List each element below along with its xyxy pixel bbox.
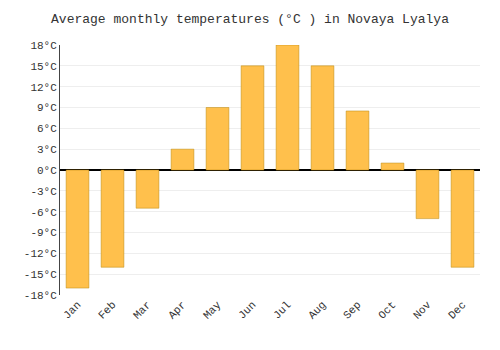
svg-text:-18°C: -18°C — [24, 290, 57, 302]
svg-text:-3°C: -3°C — [30, 186, 57, 198]
svg-text:Dec: Dec — [446, 299, 468, 321]
svg-text:Aug: Aug — [306, 299, 328, 321]
svg-text:Average monthly temperatures (: Average monthly temperatures (°C ) in No… — [51, 12, 449, 27]
svg-text:Nov: Nov — [411, 299, 434, 322]
svg-text:Apr: Apr — [166, 299, 188, 321]
svg-text:Mar: Mar — [131, 299, 153, 321]
svg-text:9°C: 9°C — [37, 102, 57, 114]
svg-text:6°C: 6°C — [37, 123, 57, 135]
svg-text:15°C: 15°C — [30, 61, 57, 73]
svg-text:Oct: Oct — [376, 299, 398, 321]
svg-text:Sep: Sep — [341, 299, 363, 321]
svg-text:Jun: Jun — [236, 299, 258, 321]
svg-text:Jul: Jul — [271, 299, 293, 321]
svg-text:0°C: 0°C — [37, 165, 57, 177]
svg-text:12°C: 12°C — [30, 82, 57, 94]
svg-text:-9°C: -9°C — [30, 227, 57, 239]
svg-text:Feb: Feb — [96, 299, 118, 321]
svg-text:18°C: 18°C — [30, 40, 57, 52]
svg-text:-12°C: -12°C — [24, 248, 57, 260]
svg-text:Jan: Jan — [61, 299, 83, 321]
svg-text:-15°C: -15°C — [24, 269, 57, 281]
svg-text:3°C: 3°C — [37, 144, 57, 156]
svg-text:May: May — [201, 299, 224, 322]
svg-text:-6°C: -6°C — [30, 207, 57, 219]
